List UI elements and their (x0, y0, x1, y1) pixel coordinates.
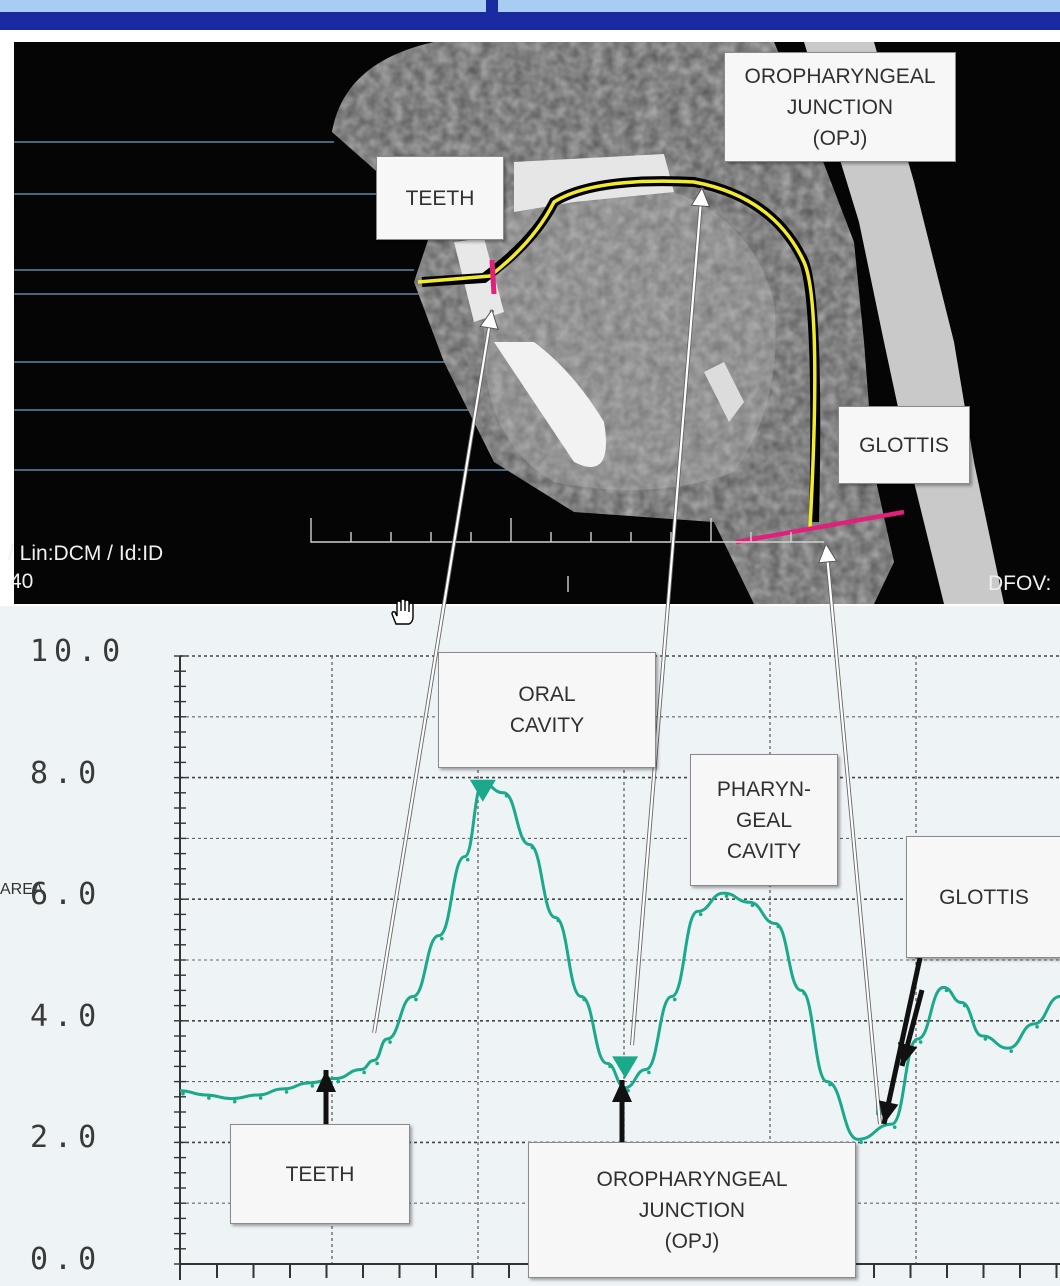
area-curve-point (181, 1091, 185, 1096)
area-curve-point (944, 988, 949, 993)
plot-label-pharyngeal-cavity: PHARYN- GEAL CAVITY (690, 754, 838, 886)
plot-label-oral-cavity: ORAL CAVITY (438, 652, 656, 768)
scan-overlay-text-2: 40 (10, 570, 34, 593)
arrow-glottis-to-scan (824, 543, 882, 1125)
scan-slice-lines (14, 141, 834, 471)
arrow-opj-black-head (612, 1080, 632, 1102)
airway-centerline (417, 179, 817, 529)
area-curve-point (892, 1125, 897, 1129)
arrow-teeth-to-scan-head (479, 308, 499, 330)
area-curve-point (724, 894, 729, 898)
area-curve-point (918, 1040, 923, 1044)
arrow-glottis-black (881, 957, 923, 1125)
y-axis-title: AREA (0, 880, 44, 899)
area-curve-point (776, 924, 781, 929)
area-curve-point (207, 1096, 211, 1100)
arrow-glottis-black-head (878, 1100, 899, 1124)
area-curve-point (556, 918, 561, 923)
scan-label-opj: OROPHARYNGEAL JUNCTION (OPJ) (724, 52, 956, 162)
plot-label-glottis: GLOTTIS (906, 836, 1060, 958)
area-curve-point (388, 1040, 392, 1044)
area-curve-point (626, 1088, 630, 1093)
area-curve-point (608, 1064, 612, 1069)
area-curve-point (504, 794, 509, 798)
area-curve-point (258, 1096, 263, 1100)
slide-header-bar (0, 12, 1060, 30)
area-curve-point (582, 997, 586, 1002)
annotation-arrows (316, 186, 925, 1142)
glottis-marker-line (735, 509, 905, 545)
area-curve-point (672, 997, 677, 1002)
hand-cursor-icon (391, 598, 414, 625)
scan-label-teeth: TEETH (376, 156, 504, 240)
area-curve-point (962, 1003, 967, 1008)
y-tick-label: 0.0 (30, 1242, 103, 1277)
area-curve-point (698, 912, 703, 917)
area-curve-point (859, 1140, 863, 1145)
area-curve-point (232, 1099, 237, 1104)
area-curve-point (440, 936, 444, 941)
marker-oral-cavity (469, 779, 496, 802)
area-curve-line (179, 782, 1060, 1141)
y-tick-label: 8.0 (30, 755, 103, 791)
slide-header-band (0, 0, 1060, 12)
area-curve (179, 782, 1060, 1145)
y-tick-label: 6.0 (30, 877, 103, 913)
area-curve-point (414, 997, 418, 1002)
y-tick-label: 2.0 (30, 1120, 103, 1156)
area-curve-point (1009, 1049, 1014, 1053)
area-curve-point (530, 845, 535, 850)
scan-ruler (310, 518, 824, 592)
area-curve-point (465, 857, 470, 862)
arrow-opj-to-scan (630, 187, 704, 1046)
area-curve-point (983, 1037, 988, 1041)
plot-label-opj: OROPHARYNGEAL JUNCTION (OPJ) (528, 1142, 856, 1278)
area-curve-point (362, 1070, 366, 1075)
area-curve-point (375, 1061, 379, 1066)
area-curve-point (310, 1084, 315, 1088)
marker-opj (612, 1056, 639, 1079)
scan-label-glottis: GLOTTIS (838, 406, 970, 484)
area-curve-point (647, 1070, 651, 1075)
y-tick-label: 4.0 (30, 998, 103, 1034)
area-curve-point (750, 903, 755, 908)
area-curve-point (802, 991, 806, 996)
area-curve-point (336, 1079, 341, 1084)
slide-header-tab (486, 0, 498, 18)
arrow-teeth-black-head (316, 1070, 336, 1092)
y-tick-label: 10.0 (30, 634, 127, 669)
area-curve-point (828, 1082, 832, 1087)
arrow-glottis-to-scan-head (817, 542, 838, 564)
teeth-marker-line (489, 259, 497, 295)
arrow-opj-to-scan-head (690, 186, 711, 208)
area-curve-point (284, 1090, 289, 1094)
plot-label-teeth: TEETH (230, 1124, 410, 1224)
scan-overlay-dfov: DFOV: (988, 572, 1052, 595)
arrow-teeth-to-scan (373, 309, 494, 1034)
scan-overlay-text: / Lin:DCM / Id:ID (8, 542, 164, 565)
arrow-glottis-black-2-head (897, 1042, 918, 1066)
area-curve-point (1035, 1025, 1039, 1029)
